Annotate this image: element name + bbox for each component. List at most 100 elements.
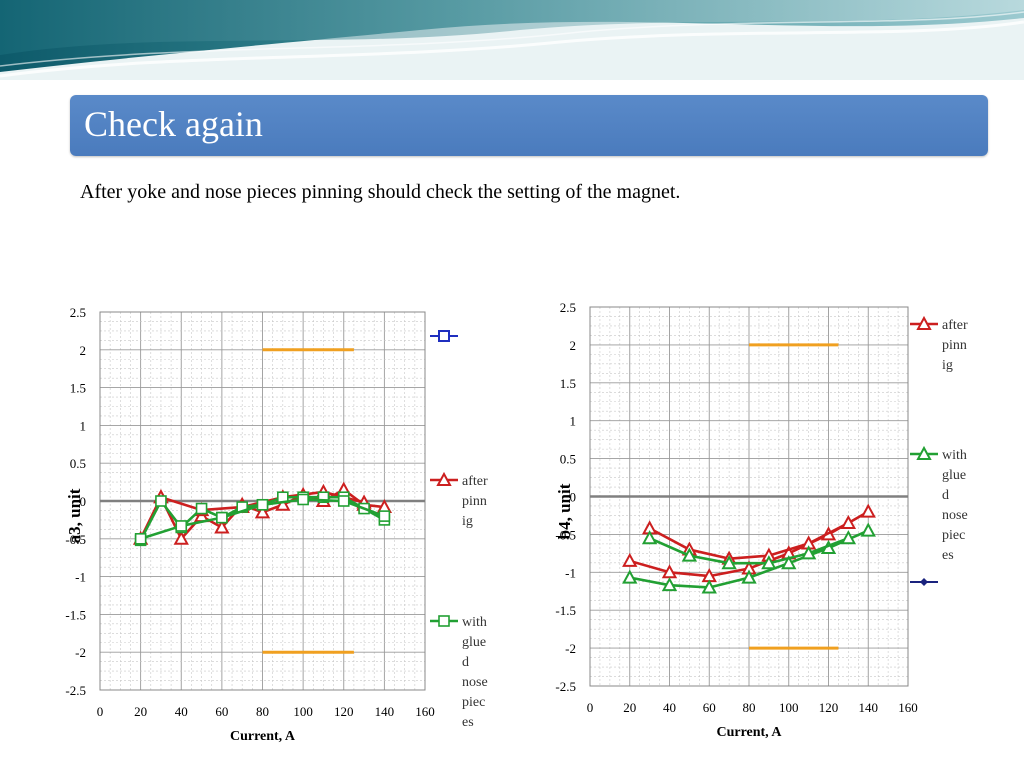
a3-series-2-point (317, 491, 330, 504)
a3-legend-swatch-marker (436, 471, 452, 486)
a3-series-3-point (216, 511, 228, 524)
a3-x-tick-label: 0 (97, 704, 104, 719)
b4-legend-entry-0: after pinn ig (910, 315, 968, 373)
b4-x-tick-label: 20 (623, 700, 636, 715)
a3-legend-label-line: pinn (462, 494, 487, 509)
b4-x-tick-label: 40 (663, 700, 676, 715)
b4-legend-swatch-marker (916, 315, 932, 330)
b4-legend-label-line: es (942, 548, 954, 563)
b4-series-2-point (741, 569, 757, 584)
b4-series-0-point (860, 503, 876, 518)
b4-series-3-point (761, 555, 777, 570)
b4-legend-extra-diamond (920, 578, 928, 586)
b4-x-tick-label: 0 (587, 700, 594, 715)
a3-legend-label-line: d (462, 655, 469, 670)
b4-series-3-point (681, 547, 698, 562)
b4-x-tick-label: 100 (779, 700, 799, 715)
b4-series-2 (622, 522, 876, 594)
a3-y-tick-label: 2.5 (70, 305, 86, 320)
b4-y-tick-label: 0 (570, 490, 577, 505)
b4-y-tick-label: -2 (565, 641, 576, 656)
a3-y-tick-label: 1.5 (70, 381, 86, 396)
a3-series-3-point (134, 533, 147, 545)
a3-series-3-point (256, 498, 269, 511)
b4-y-axis-label: b4, unit (555, 483, 574, 539)
a3-series-3-point (337, 495, 350, 507)
b4-series-3-line (649, 536, 849, 565)
a3-x-tick-label: 60 (215, 704, 228, 719)
b4-y-tick-label: 2 (570, 338, 577, 353)
b4-series-2-point (701, 579, 717, 594)
a3-series-2-point (155, 495, 167, 507)
b4-series-0-point (622, 552, 638, 567)
slide-title: Check again (84, 104, 263, 144)
a3-y-tick-label: 0 (80, 494, 87, 509)
b4-x-tick-label: 140 (859, 700, 879, 715)
b4-series-3-point (721, 555, 737, 570)
b4-legend-entry-1: with glue d nose piec es (910, 445, 968, 563)
b4-series-2-point (622, 569, 638, 584)
chart-a3-svg: 2.5 2 1.5 1 0.5 0 -0.5 -1 -1.5 -2 -2.5 0 20 40 60 80 100… (65, 305, 488, 744)
chart-a3: 2.5 2 1.5 1 0.5 0 -0.5 -1 -1.5 -2 -2.5 0 20 40 60 80 100… (55, 290, 505, 750)
a3-series-0-point (173, 530, 189, 545)
b4-x-tick-label: 80 (743, 700, 756, 715)
a3-series-3-point (297, 493, 309, 506)
a3-y-tick-label: -2.5 (65, 683, 86, 698)
b4-x-axis-label: Current, A (716, 725, 782, 740)
b4-y-tick-label: -1.5 (555, 603, 576, 618)
a3-series-0-point (275, 496, 291, 511)
a3-y-tick-label: 0.5 (70, 456, 86, 471)
b4-series-1-point (840, 514, 857, 530)
b4-series-3-point (641, 530, 658, 545)
chart-b4-svg: 2.5 2 1.5 1 0.5 0 -0.5 -1 -1.5 -2 -2.5 0 20 40 60 80 100… (555, 300, 968, 740)
b4-legend-label-line: glue (942, 468, 966, 483)
a3-series-3-point (175, 520, 188, 532)
title-bar: Check again (70, 95, 988, 156)
a3-legend-entry-0: after pinn ig (430, 471, 488, 529)
b4-x-tick-label: 60 (703, 700, 716, 715)
b4-series-2-point (661, 577, 678, 592)
a3-y-tick-label: -1 (75, 570, 86, 585)
a3-legend-label-line: piec (462, 695, 485, 710)
a3-x-axis-label: Current, A (230, 729, 296, 744)
a3-legend-label-line: with (462, 615, 487, 630)
b4-y-tick-label: -1 (565, 565, 576, 580)
b4-legend-label-line: nose (942, 508, 968, 523)
b4-x-tick-label: 120 (819, 700, 839, 715)
b4-series-3 (641, 530, 857, 570)
b4-legend-label-line: d (942, 488, 949, 503)
a3-y-axis-label: a3, unit (65, 488, 84, 543)
b4-x-tick-label: 160 (898, 700, 918, 715)
a3-x-tick-label: 120 (334, 704, 354, 719)
a3-legend-label-line: glue (462, 635, 486, 650)
b4-y-tick-label: 1 (570, 414, 577, 429)
a3-series-3 (134, 493, 391, 545)
header-wave-decoration (0, 0, 1024, 80)
b4-legend-label-line: pinn (942, 338, 967, 353)
a3-y-tick-label: 1 (80, 418, 87, 433)
a3-x-tick-label: 40 (175, 704, 188, 719)
a3-y-tick-label: -0.5 (65, 532, 86, 547)
a3-legend-label-line: es (462, 715, 474, 730)
b4-legend-label-line: after (942, 318, 968, 333)
a3-legend-label-line: after (462, 474, 488, 489)
a3-x-tick-label: 140 (375, 704, 395, 719)
a3-legend-extra-marker (430, 330, 458, 342)
b4-series-2-point (781, 555, 797, 570)
b4-series-2-point (860, 522, 876, 537)
a3-series-3-point (378, 510, 391, 522)
a3-legend-extra-square (438, 330, 450, 342)
a3-legend-swatch-marker (438, 615, 450, 627)
b4-legend-extra-marker (910, 578, 938, 586)
b4-legend-label-line: piec (942, 528, 965, 543)
b4-y-tick-label: 1.5 (560, 376, 576, 391)
a3-y-tick-label: 2 (80, 343, 87, 358)
b4-series-3-point (840, 530, 857, 545)
a3-x-tick-label: 100 (293, 704, 313, 719)
b4-y-tick-label: -0.5 (555, 527, 576, 542)
a3-x-tick-label: 20 (134, 704, 147, 719)
a3-x-tick-label: 160 (415, 704, 435, 719)
b4-legend-swatch-marker (916, 445, 932, 460)
slide-subtitle: After yoke and nose pieces pinning shoul… (80, 181, 681, 203)
a3-series-0-point (214, 519, 230, 534)
